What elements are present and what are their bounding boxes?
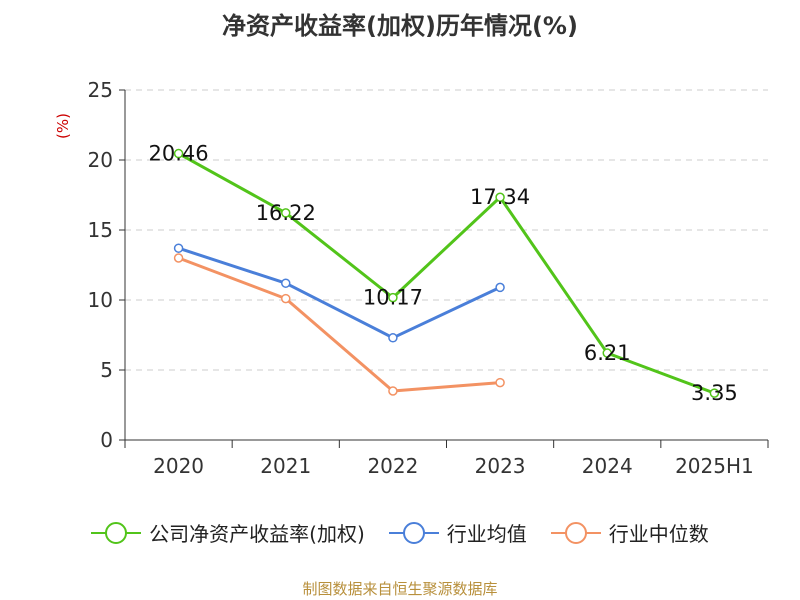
legend-swatch: [550, 521, 601, 544]
x-tick-label: 2022: [367, 454, 418, 478]
data-point: [709, 388, 720, 398]
data-point: [495, 377, 505, 388]
legend-item: 行业中位数: [550, 518, 709, 547]
data-point: [281, 278, 291, 288]
x-tick-label: 2024: [582, 454, 633, 478]
series-line: [178, 246, 501, 340]
y-tick-label: 25: [88, 78, 113, 102]
y-tick-label: 10: [88, 288, 113, 312]
data-label: 3.35: [691, 381, 738, 405]
legend-swatch-marker: [105, 521, 128, 544]
data-point: [173, 243, 184, 253]
data-point: [495, 282, 505, 293]
legend-label: 行业中位数: [608, 522, 709, 546]
y-axis-label: (%): [54, 113, 72, 139]
data-label: 20.46: [149, 142, 209, 166]
legend-swatch-marker: [402, 521, 425, 544]
legend-swatch-marker: [564, 521, 587, 544]
data-label: 6.21: [584, 341, 631, 365]
y-tick-label: 15: [88, 218, 113, 242]
legend: 公司净资产收益率(加权) 行业均值 行业中位数: [0, 518, 800, 547]
data-point: [388, 292, 398, 303]
data-label: 17.34: [470, 185, 530, 209]
legend-label: 公司净资产收益率(加权): [149, 522, 365, 546]
legend-item: 公司净资产收益率(加权): [91, 518, 365, 547]
y-tick-label: 0: [100, 428, 113, 452]
data-point: [281, 293, 291, 304]
x-tick-label: 2021: [260, 454, 311, 478]
legend-swatch: [388, 521, 439, 544]
data-point: [173, 148, 184, 159]
legend-item: 行业均值: [388, 518, 527, 547]
data-point: [281, 208, 291, 218]
data-point: [388, 333, 398, 343]
data-point: [495, 192, 505, 202]
data-label: 16.22: [256, 201, 316, 225]
series-line: [177, 152, 715, 395]
axes: 0 5 10 15 20 25 2020 2021 2022 2023 2024 2025H1: [88, 78, 769, 478]
series-lines: [173, 148, 720, 398]
data-labels: 20.46 16.22 10.17 17.34 6.21 3.35: [149, 142, 738, 406]
data-point: [173, 253, 184, 263]
legend-label: 行业均值: [446, 522, 527, 546]
y-tick-label: 5: [100, 358, 113, 382]
data-label: 10.17: [363, 286, 423, 310]
x-tick-label: 2023: [475, 454, 526, 478]
legend-swatch: [91, 521, 142, 544]
chart-title: 净资产收益率(加权)历年情况(%): [222, 12, 578, 40]
x-tick-label: 2025H1: [675, 454, 754, 478]
series-line: [178, 256, 501, 393]
gridlines: [125, 89, 768, 371]
source-note: 制图数据来自恒生聚源数据库: [302, 580, 498, 598]
y-tick-label: 20: [88, 148, 113, 172]
data-point: [602, 348, 612, 358]
x-tick-label: 2020: [153, 454, 204, 478]
data-point: [388, 386, 398, 396]
